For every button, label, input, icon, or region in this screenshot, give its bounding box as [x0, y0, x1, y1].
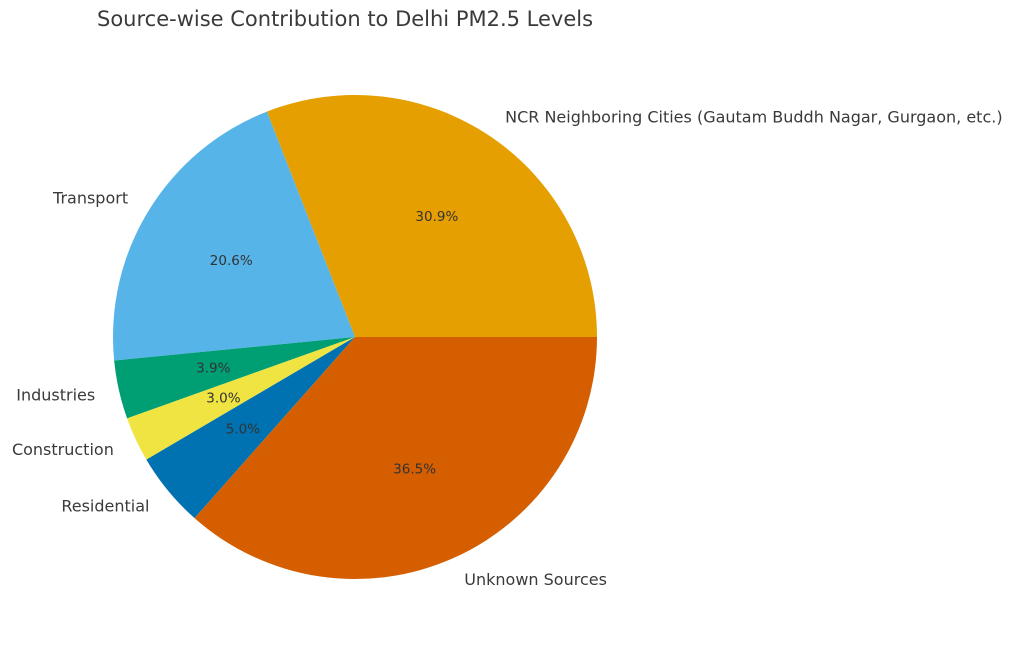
slice-label-residential: Residential [61, 497, 149, 516]
slice-label-unknown-sources: Unknown Sources [464, 570, 607, 589]
pct-label-unknown-sources: 36.5% [393, 461, 436, 477]
pie-slice-industries [114, 337, 355, 419]
pie-slice-residential [146, 337, 355, 519]
pie-slices [112, 94, 597, 579]
percent-labels: 30.9% 20.6% 3.9% 3.0% 5.0% 36.5% [196, 209, 458, 477]
pct-label-ncr-neighboring-cities-gautam-buddh-nagar-gurgaon-etc: 30.9% [415, 209, 458, 225]
slice-label-ncr-neighboring-cities-gautam-buddh-nagar-gurgaon-etc: NCR Neighboring Cities (Gautam Buddh Nag… [505, 108, 1002, 127]
pie-slice-transport [112, 111, 355, 361]
slice-labels: NCR Neighboring Cities (Gautam Buddh Nag… [12, 108, 1003, 590]
slice-label-industries: Industries [16, 386, 95, 405]
pct-label-transport: 20.6% [210, 253, 253, 269]
pct-label-industries: 3.9% [196, 361, 230, 377]
slice-label-construction: Construction [12, 440, 114, 459]
pie-slice-unknown-sources [194, 337, 597, 579]
slice-label-transport: Transport [52, 188, 128, 207]
pie-slice-ncr-neighboring-cities-gautam-buddh-nagar-gurgaon-etc [266, 94, 597, 337]
pct-label-residential: 5.0% [226, 421, 260, 437]
pct-label-construction: 3.0% [206, 390, 240, 406]
chart-title: Source-wise Contribution to Delhi PM2.5 … [97, 7, 593, 31]
pie-slice-construction [127, 337, 356, 460]
